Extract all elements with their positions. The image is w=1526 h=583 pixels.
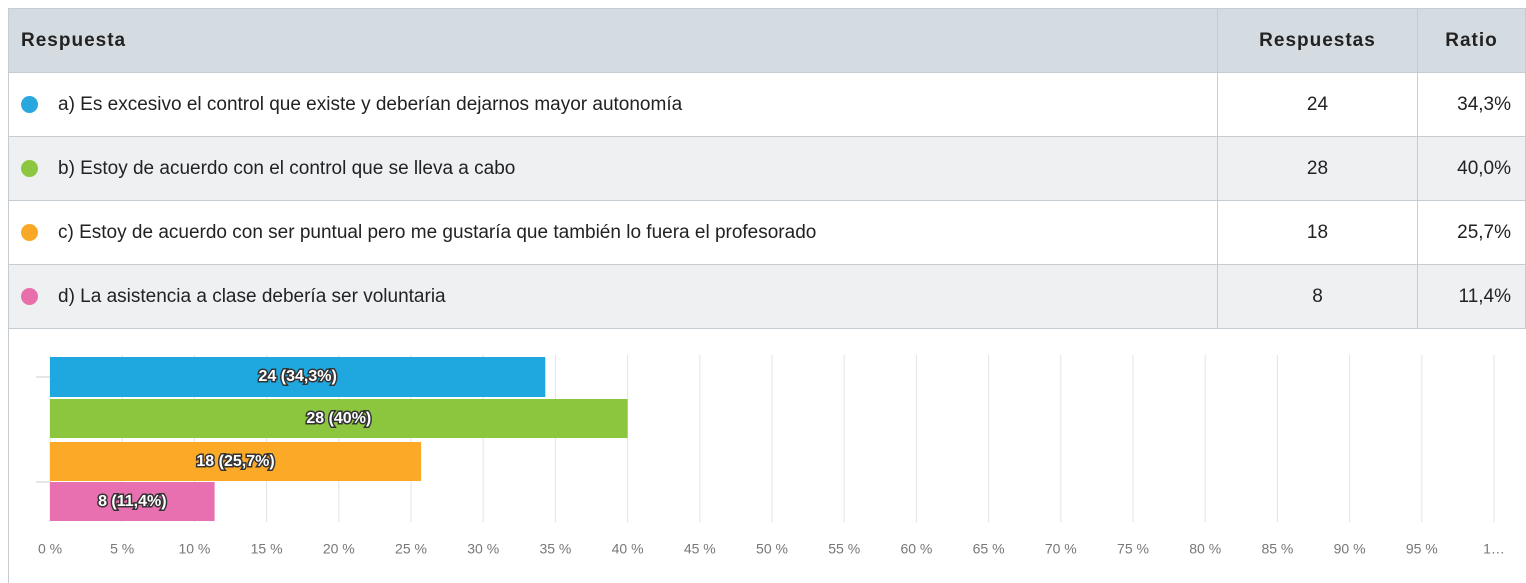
- answer-cell: d) La asistencia a clase debería ser vol…: [8, 264, 1218, 329]
- color-dot: [21, 159, 38, 177]
- x-tick-label: 80 %: [1189, 541, 1221, 557]
- x-tick-label: 35 %: [539, 541, 571, 557]
- ratio-cell: 11,4%: [1417, 264, 1526, 329]
- x-tick-label: 40 %: [612, 541, 644, 557]
- table-row: a) Es excesivo el control que existe y d…: [8, 72, 1526, 137]
- x-tick-label: 30 %: [467, 541, 499, 557]
- count-cell: 8: [1217, 264, 1418, 329]
- bar-label: 8 (11,4%): [98, 493, 166, 510]
- x-tick-label: 95 %: [1406, 541, 1438, 557]
- bar-label: 24 (34,3%): [259, 368, 337, 385]
- x-tick-label: 1…: [1483, 541, 1505, 557]
- x-tick-label: 25 %: [395, 541, 427, 557]
- header-row: Respuesta Respuestas Ratio: [8, 8, 1526, 73]
- color-dot: [21, 95, 38, 113]
- color-dot: [21, 223, 38, 241]
- x-tick-label: 90 %: [1334, 541, 1366, 557]
- table-row: b) Estoy de acuerdo con el control que s…: [8, 136, 1526, 201]
- x-tick-label: 85 %: [1261, 541, 1293, 557]
- header-cell: Ratio: [1417, 8, 1526, 73]
- count-cell: 18: [1217, 200, 1418, 265]
- ratio-cell: 34,3%: [1417, 72, 1526, 137]
- bar: [50, 442, 422, 481]
- x-tick-label: 50 %: [756, 541, 788, 557]
- x-tick-label: 20 %: [323, 541, 355, 557]
- bar: [50, 357, 546, 397]
- results-table: Respuesta Respuestas Ratio a) Es excesiv…: [8, 8, 1526, 329]
- x-tick-label: 75 %: [1117, 541, 1149, 557]
- answer-label: c) Estoy de acuerdo con ser puntual pero…: [58, 221, 817, 243]
- x-tick-label: 15 %: [251, 541, 283, 557]
- bar: [50, 399, 628, 438]
- answer-cell: c) Estoy de acuerdo con ser puntual pero…: [8, 200, 1218, 265]
- x-tick-label: 10 %: [178, 541, 210, 557]
- x-tick-label: 60 %: [900, 541, 932, 557]
- count-cell: 24: [1217, 72, 1418, 137]
- answer-cell: a) Es excesivo el control que existe y d…: [8, 72, 1218, 137]
- header-cell: Respuestas: [1217, 8, 1418, 73]
- header-cell: Respuesta: [8, 8, 1218, 73]
- answer-label: a) Es excesivo el control que existe y d…: [58, 93, 683, 115]
- table-row: c) Estoy de acuerdo con ser puntual pero…: [8, 200, 1526, 265]
- chart: 0 % 5 % 10 % 15 % 20 % 25 % 30 % 35 % 40 % 45 % 50…: [8, 325, 1505, 583]
- x-tick-label: 0 %: [38, 541, 62, 557]
- bar-label: 28 (40%): [306, 410, 371, 427]
- x-tick-label: 70 %: [1045, 541, 1077, 557]
- color-dot: [21, 287, 38, 305]
- table-body: a) Es excesivo el control que existe y d…: [8, 72, 1526, 329]
- table-row: d) La asistencia a clase debería ser vol…: [8, 264, 1526, 329]
- answer-cell: b) Estoy de acuerdo con el control que s…: [8, 136, 1218, 201]
- ratio-cell: 40,0%: [1417, 136, 1526, 201]
- bar-label: 18 (25,7%): [196, 453, 274, 470]
- x-tick-label: 65 %: [973, 541, 1005, 557]
- x-tick-label: 55 %: [828, 541, 860, 557]
- answer-label: b) Estoy de acuerdo con el control que s…: [58, 157, 516, 179]
- bar: [50, 482, 215, 521]
- x-tick-label: 5 %: [110, 541, 134, 557]
- x-tick-label: 45 %: [684, 541, 716, 557]
- count-cell: 28: [1217, 136, 1418, 201]
- ratio-cell: 25,7%: [1417, 200, 1526, 265]
- answer-label: d) La asistencia a clase debería ser vol…: [58, 285, 446, 307]
